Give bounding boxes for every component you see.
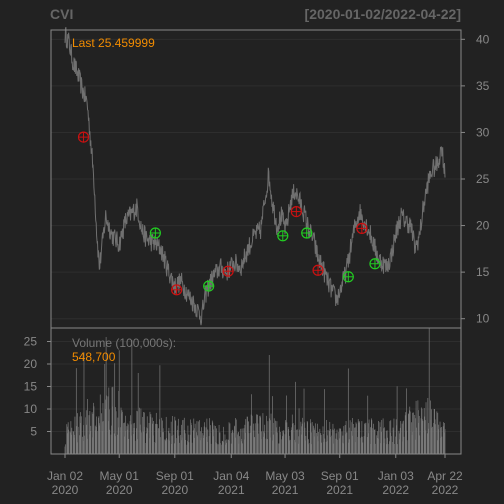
volume-y-tick-label: 10 bbox=[24, 402, 38, 416]
volume-bars bbox=[64, 328, 446, 454]
price-y-tick-label: 15 bbox=[476, 265, 490, 279]
x-tick-label: Apr 22 bbox=[427, 469, 463, 483]
price-y-tick-label: 35 bbox=[476, 79, 490, 93]
last-price-label: Last 25.459999 bbox=[72, 36, 155, 50]
x-tick-year: 2022 bbox=[432, 483, 459, 497]
x-tick-label: Sep 01 bbox=[156, 469, 194, 483]
volume-y-tick-label: 25 bbox=[24, 335, 38, 349]
price-y-tick-label: 25 bbox=[476, 172, 490, 186]
x-tick-year: 2021 bbox=[272, 483, 299, 497]
x-tick-label: May 01 bbox=[100, 469, 140, 483]
x-tick-year: 2020 bbox=[106, 483, 133, 497]
x-tick-label: Jan 02 bbox=[47, 469, 83, 483]
x-tick-year: 2021 bbox=[326, 483, 353, 497]
price-line bbox=[64, 26, 446, 326]
volume-panel-frame bbox=[50, 327, 462, 455]
x-tick-label: May 03 bbox=[265, 469, 305, 483]
x-tick-label: Jan 04 bbox=[213, 469, 249, 483]
x-tick-year: 2020 bbox=[52, 483, 79, 497]
x-tick-year: 2020 bbox=[161, 483, 188, 497]
x-tick-label: Sep 01 bbox=[321, 469, 359, 483]
volume-label: Volume (100,000s): bbox=[72, 336, 176, 350]
price-y-tick-label: 10 bbox=[476, 312, 490, 326]
x-tick-year: 2021 bbox=[218, 483, 245, 497]
volume-y-tick-label: 15 bbox=[24, 380, 38, 394]
price-y-tick-label: 20 bbox=[476, 219, 490, 233]
volume-y-tick-label: 5 bbox=[30, 425, 37, 439]
price-series bbox=[64, 26, 446, 326]
x-tick-label: Jan 03 bbox=[378, 469, 414, 483]
x-tick-year: 2022 bbox=[382, 483, 409, 497]
price-y-tick-label: 40 bbox=[476, 32, 490, 46]
chart-symbol: CVI bbox=[50, 6, 74, 22]
volume-last-value: 548,700 bbox=[72, 350, 116, 364]
volume-y-tick-label: 20 bbox=[24, 357, 38, 371]
chart-date-range: [2020-01-02/2022-04-22] bbox=[304, 6, 461, 22]
signal-markers bbox=[77, 131, 381, 296]
price-y-tick-label: 30 bbox=[476, 125, 490, 139]
